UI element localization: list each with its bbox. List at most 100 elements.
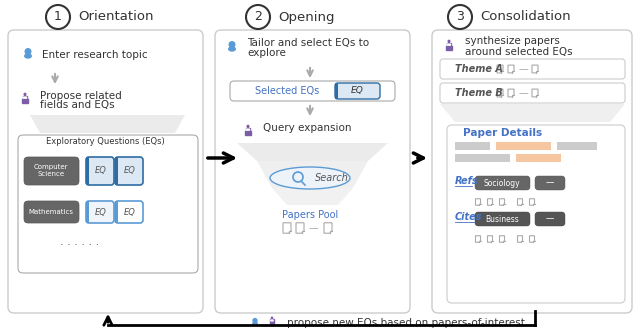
FancyBboxPatch shape [86,157,114,185]
Polygon shape [283,223,291,233]
FancyBboxPatch shape [230,81,395,101]
Ellipse shape [228,47,236,51]
Polygon shape [532,65,538,73]
Circle shape [449,44,451,45]
Bar [269,321,275,325]
Text: Orientation: Orientation [78,11,154,24]
Bar [447,43,451,46]
Text: 3: 3 [456,11,464,24]
FancyBboxPatch shape [440,83,625,103]
Circle shape [448,40,450,42]
Polygon shape [476,199,481,205]
Circle shape [272,320,273,321]
Text: Papers Pool: Papers Pool [282,210,338,220]
Polygon shape [30,115,185,133]
Polygon shape [532,89,538,97]
Bar [86,157,89,185]
FancyBboxPatch shape [475,212,530,226]
FancyBboxPatch shape [24,157,79,185]
Polygon shape [488,236,493,242]
Polygon shape [488,199,493,205]
Circle shape [271,317,273,318]
Text: Exploratory Questions (EQs): Exploratory Questions (EQs) [45,137,164,146]
Text: EQ: EQ [124,166,136,175]
Text: Enter research topic: Enter research topic [42,50,148,60]
Text: —: — [518,88,528,98]
Text: 2: 2 [254,11,262,24]
Text: Refs: Refs [455,176,479,186]
Polygon shape [296,223,304,233]
Circle shape [248,129,250,130]
FancyBboxPatch shape [8,30,203,313]
Polygon shape [529,199,534,205]
Bar [496,142,551,150]
Text: Theme A: Theme A [455,64,503,74]
Polygon shape [257,161,368,188]
Polygon shape [272,188,353,205]
Bar [115,157,118,185]
Circle shape [24,93,26,95]
Text: Selected EQs: Selected EQs [255,86,319,96]
Polygon shape [518,236,522,242]
Text: EQ: EQ [351,87,364,96]
Polygon shape [508,65,514,73]
Polygon shape [324,223,332,233]
Polygon shape [440,104,625,122]
Circle shape [253,319,257,322]
Bar [446,46,452,50]
Circle shape [26,97,27,98]
FancyBboxPatch shape [475,176,530,190]
Bar [455,142,490,150]
Text: —: — [546,214,554,223]
Text: EQ: EQ [124,207,136,216]
Bar [335,83,338,99]
FancyBboxPatch shape [535,212,565,226]
Text: 1: 1 [54,11,62,24]
Text: Computer
Science: Computer Science [34,165,68,177]
Text: —: — [546,178,554,187]
Bar [270,319,274,321]
Bar [86,201,89,223]
Circle shape [246,129,248,130]
Text: synthesize papers: synthesize papers [465,36,560,46]
Text: Business: Business [485,214,519,223]
FancyBboxPatch shape [440,59,625,79]
Bar [22,99,28,104]
Circle shape [25,49,31,54]
Text: Consolidation: Consolidation [480,11,571,24]
Text: Mathematics: Mathematics [29,209,74,215]
FancyBboxPatch shape [215,30,410,313]
Bar [115,201,118,223]
Text: EQ: EQ [95,207,107,216]
Text: Search: Search [315,173,349,183]
Bar [245,131,252,136]
Bar [557,142,597,150]
Polygon shape [518,199,522,205]
FancyBboxPatch shape [432,30,632,313]
Polygon shape [499,236,504,242]
Bar [516,154,561,162]
FancyBboxPatch shape [24,201,79,223]
Text: Query expansion: Query expansion [263,123,351,133]
Text: EQ: EQ [95,166,107,175]
Polygon shape [476,236,481,242]
Text: Theme B: Theme B [455,88,503,98]
Text: Propose related: Propose related [40,91,122,101]
Text: Tailor and select EQs to: Tailor and select EQs to [247,38,369,48]
Bar [246,128,250,131]
Text: propose new EQs based on papers-of-interest: propose new EQs based on papers-of-inter… [287,318,525,328]
Polygon shape [499,199,504,205]
Circle shape [247,126,249,127]
FancyBboxPatch shape [447,125,625,303]
Text: · · · · · ·: · · · · · · [60,240,100,250]
Polygon shape [497,65,503,73]
Polygon shape [529,236,534,242]
Circle shape [447,44,449,45]
Bar [455,154,510,162]
Ellipse shape [253,322,257,325]
FancyBboxPatch shape [86,201,114,223]
FancyBboxPatch shape [535,176,565,190]
Ellipse shape [25,54,31,58]
FancyBboxPatch shape [18,135,198,273]
FancyBboxPatch shape [115,201,143,223]
